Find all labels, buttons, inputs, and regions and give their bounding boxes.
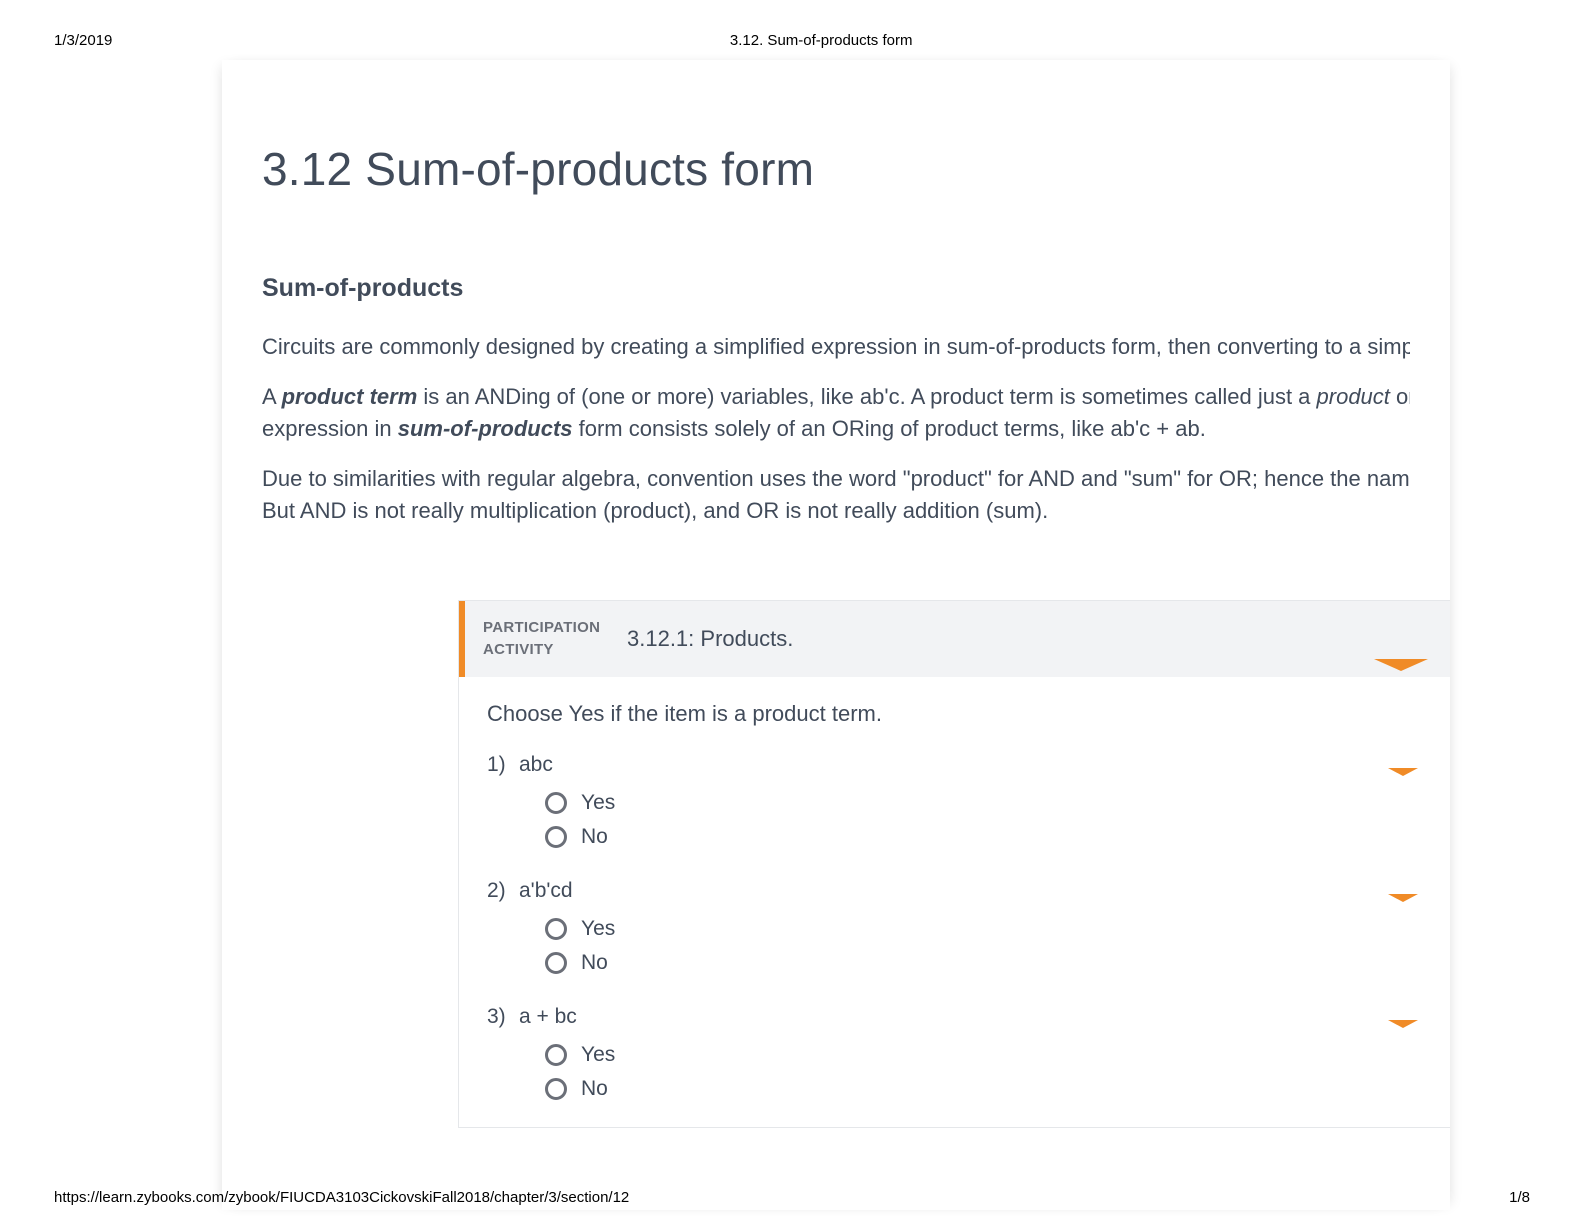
activity-title: 3.12.1: Products. bbox=[627, 626, 793, 652]
print-doc-title: 3.12. Sum-of-products form bbox=[54, 32, 1530, 49]
option-label: No bbox=[581, 825, 608, 849]
question: 2) a'b'cd Yes No bbox=[487, 879, 1422, 975]
radio-icon bbox=[545, 1078, 567, 1100]
option-label: Yes bbox=[581, 917, 615, 941]
option-label: Yes bbox=[581, 1043, 615, 1067]
term-product: product term bbox=[282, 384, 418, 409]
question-text: a + bc bbox=[519, 1005, 577, 1029]
text-run: is an ANDing of (one or more) variables,… bbox=[417, 384, 1316, 409]
question-number: 1) bbox=[487, 753, 519, 777]
activity-body: Choose Yes if the item is a product term… bbox=[459, 677, 1450, 1127]
text-run: form consists solely of an ORing of prod… bbox=[573, 416, 1206, 441]
content-card: 3.12 Sum-of-products form Sum-of-product… bbox=[222, 60, 1450, 1210]
term-sop: sum-of-products bbox=[398, 416, 573, 441]
radio-icon bbox=[545, 792, 567, 814]
radio-option-no[interactable]: No bbox=[545, 1077, 1422, 1101]
activity-prompt: Choose Yes if the item is a product term… bbox=[487, 701, 1422, 727]
text-run: But AND is not really multiplication (pr… bbox=[262, 498, 1048, 523]
radio-icon bbox=[545, 1044, 567, 1066]
print-page-number: 1/8 bbox=[1509, 1189, 1530, 1206]
option-label: Yes bbox=[581, 791, 615, 815]
print-url: https://learn.zybooks.com/zybook/FIUCDA3… bbox=[54, 1189, 629, 1206]
question-number: 2) bbox=[487, 879, 519, 903]
paragraph: Circuits are commonly designed by creati… bbox=[262, 331, 1410, 363]
page-title: 3.12 Sum-of-products form bbox=[262, 142, 1450, 196]
question-text: a'b'cd bbox=[519, 879, 573, 903]
question: 1) abc Yes No bbox=[487, 753, 1422, 849]
hint-chevron-icon[interactable] bbox=[1388, 1015, 1418, 1033]
text-run: or just bbox=[1390, 384, 1410, 409]
hint-chevron-icon[interactable] bbox=[1388, 763, 1418, 781]
term-italic: product bbox=[1317, 384, 1390, 409]
paragraph: Due to similarities with regular algebra… bbox=[262, 463, 1410, 527]
question-text: abc bbox=[519, 753, 553, 777]
text-run: Due to similarities with regular algebra… bbox=[262, 466, 1410, 491]
expand-chevron-icon[interactable] bbox=[1374, 659, 1428, 671]
radio-icon bbox=[545, 952, 567, 974]
participation-activity: PARTICIPATION ACTIVITY 3.12.1: Products.… bbox=[458, 600, 1450, 1128]
radio-option-no[interactable]: No bbox=[545, 951, 1422, 975]
text-run: A bbox=[262, 384, 282, 409]
activity-tag-line: PARTICIPATION bbox=[483, 619, 600, 636]
paragraph: A product term is an ANDing of (one or m… bbox=[262, 381, 1410, 445]
activity-tag-line: ACTIVITY bbox=[483, 641, 554, 658]
print-footer: https://learn.zybooks.com/zybook/FIUCDA3… bbox=[54, 1189, 1530, 1206]
section-heading: Sum-of-products bbox=[262, 274, 1450, 303]
radio-option-no[interactable]: No bbox=[545, 825, 1422, 849]
text-run: expression in bbox=[262, 416, 398, 441]
radio-icon bbox=[545, 826, 567, 848]
option-label: No bbox=[581, 951, 608, 975]
activity-header: PARTICIPATION ACTIVITY 3.12.1: Products. bbox=[459, 601, 1450, 677]
radio-option-yes[interactable]: Yes bbox=[545, 791, 1422, 815]
radio-icon bbox=[545, 918, 567, 940]
radio-option-yes[interactable]: Yes bbox=[545, 1043, 1422, 1067]
activity-tag: PARTICIPATION ACTIVITY bbox=[465, 617, 615, 661]
question: 3) a + bc Yes No bbox=[487, 1005, 1422, 1101]
print-date: 1/3/2019 bbox=[54, 32, 112, 49]
option-label: No bbox=[581, 1077, 608, 1101]
radio-option-yes[interactable]: Yes bbox=[545, 917, 1422, 941]
question-number: 3) bbox=[487, 1005, 519, 1029]
hint-chevron-icon[interactable] bbox=[1388, 889, 1418, 907]
print-header: 1/3/2019 3.12. Sum-of-products form bbox=[54, 32, 1530, 49]
